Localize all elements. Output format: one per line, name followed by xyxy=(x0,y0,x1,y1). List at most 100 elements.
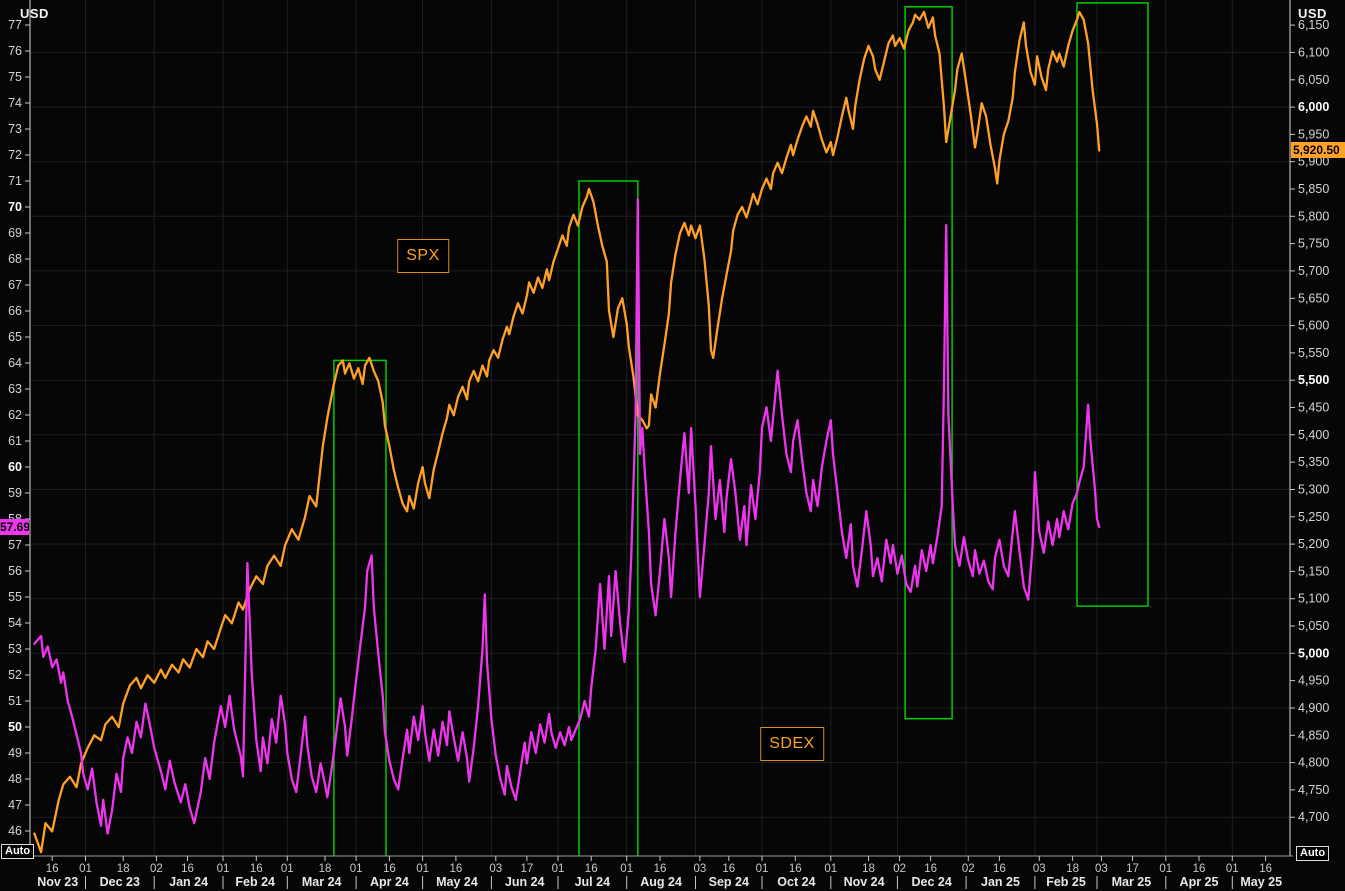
date-tick-label: 16 xyxy=(1259,863,1272,875)
date-tick-label: 16 xyxy=(654,863,667,875)
right-axis-tick-label: 5,300 xyxy=(1298,483,1329,497)
date-tick-label: 01 xyxy=(620,863,633,875)
right-axis-auto-scale-button[interactable]: Auto xyxy=(1296,846,1330,861)
left-axis-tick-label: 68 xyxy=(8,252,22,266)
left-axis-tick-label: 51 xyxy=(8,694,22,708)
right-axis-tick-label: 5,200 xyxy=(1298,537,1329,551)
right-axis-tick-label: 4,850 xyxy=(1298,728,1329,742)
date-tick-label: 01 xyxy=(217,863,230,875)
left-axis-tick-label: 72 xyxy=(8,148,22,162)
month-label: Apr 25 xyxy=(1180,875,1219,889)
left-axis-tick-label: 47 xyxy=(8,798,22,812)
left-axis-tick-label: 74 xyxy=(8,96,22,110)
left-axis-tick-label: 67 xyxy=(8,278,22,292)
month-label: May 24 xyxy=(436,875,478,889)
left-axis-tick-label: 66 xyxy=(8,304,22,318)
date-tick-label: 01 xyxy=(824,863,837,875)
right-axis-tick-label: 4,900 xyxy=(1298,701,1329,715)
month-label: Dec 24 xyxy=(912,875,952,889)
month-label: Nov 24 xyxy=(844,875,885,889)
date-tick-label: 18 xyxy=(1066,863,1079,875)
month-label: Mar 24 xyxy=(302,875,342,889)
right-axis-tick-label: 4,950 xyxy=(1298,674,1329,688)
month-label: Jul 24 xyxy=(575,875,610,889)
date-tick-label: 01 xyxy=(756,863,769,875)
left-axis-tick-label: 63 xyxy=(8,382,22,396)
sdex-last-value-label: 57.69 xyxy=(0,519,31,535)
spx-series-label[interactable]: SPX xyxy=(397,239,449,273)
date-tick-label: 16 xyxy=(250,863,263,875)
highlight-box-1[interactable] xyxy=(333,359,387,858)
sdex-series-label[interactable]: SDEX xyxy=(760,727,824,761)
right-axis-tick-label: 6,100 xyxy=(1298,45,1329,59)
month-label: Feb 25 xyxy=(1046,875,1086,889)
left-axis-tick-label: 55 xyxy=(8,590,22,604)
left-axis-tick-label: 77 xyxy=(8,18,22,32)
left-axis-tick-label: 52 xyxy=(8,668,22,682)
right-axis-tick-label: 5,450 xyxy=(1298,401,1329,415)
date-tick-label: 01 xyxy=(350,863,363,875)
date-tick-label: 01 xyxy=(416,863,429,875)
month-label: Sep 24 xyxy=(709,875,749,889)
left-axis-tick-label: 71 xyxy=(8,174,22,188)
date-tick-label: 01 xyxy=(79,863,92,875)
left-axis-tick-label: 64 xyxy=(8,356,22,370)
left-axis-auto-scale-button[interactable]: Auto xyxy=(1,844,35,859)
right-axis-tick-label: 5,650 xyxy=(1298,291,1329,305)
date-tick-label: 18 xyxy=(117,863,130,875)
date-tick-label: 03 xyxy=(1033,863,1046,875)
left-axis-tick-label: 49 xyxy=(8,746,22,760)
left-axis-tick-label: 75 xyxy=(8,70,22,84)
month-label: Jan 24 xyxy=(169,875,208,889)
left-axis-tick-label: 46 xyxy=(8,824,22,838)
date-tick-label: 16 xyxy=(383,863,396,875)
date-tick-label: 01 xyxy=(552,863,565,875)
date-tick-label: 16 xyxy=(924,863,937,875)
left-axis-tick-label: 65 xyxy=(8,330,22,344)
right-axis-tick-label: 5,700 xyxy=(1298,264,1329,278)
date-tick-label: 16 xyxy=(1193,863,1206,875)
date-tick-label: 01 xyxy=(1226,863,1239,875)
left-axis-tick-label: 53 xyxy=(8,642,22,656)
month-label: Jun 24 xyxy=(505,875,545,889)
month-label: Feb 24 xyxy=(235,875,275,889)
left-axis-tick-label: 73 xyxy=(8,122,22,136)
left-axis-tick-label: 69 xyxy=(8,226,22,240)
right-axis-tick-label: 5,950 xyxy=(1298,127,1329,141)
spx-last-value-label: 5,920.50 xyxy=(1291,142,1345,158)
date-tick-label: 02 xyxy=(893,863,906,875)
left-axis-tick-label: 76 xyxy=(8,44,22,58)
right-axis-tick-label: 5,800 xyxy=(1298,209,1329,223)
right-axis-tick-label: 5,550 xyxy=(1298,346,1329,360)
left-axis-tick-label: 48 xyxy=(8,772,22,786)
right-axis-tick-label: 5,350 xyxy=(1298,455,1329,469)
left-axis-tick-label: 50 xyxy=(8,720,22,734)
right-axis-tick-label: 6,150 xyxy=(1298,18,1329,32)
month-label: Mar 25 xyxy=(1112,875,1152,889)
highlight-box-2[interactable] xyxy=(578,180,639,858)
spx-line xyxy=(33,10,1101,854)
left-axis-tick-label: 56 xyxy=(8,564,22,578)
date-tick-label: 16 xyxy=(450,863,463,875)
date-tick-label: 16 xyxy=(46,863,59,875)
right-axis-tick-label: 5,250 xyxy=(1298,510,1329,524)
highlight-box-4[interactable] xyxy=(1076,2,1149,607)
right-axis-tick-label: 5,150 xyxy=(1298,564,1329,578)
date-tick-label: 16 xyxy=(789,863,802,875)
right-axis-tick-label: 5,050 xyxy=(1298,619,1329,633)
date-tick-label: 16 xyxy=(993,863,1006,875)
right-axis-tick-label: 4,700 xyxy=(1298,810,1329,824)
right-axis-unit-label: USD xyxy=(1298,6,1327,21)
date-tick-label: 03 xyxy=(694,863,707,875)
left-axis-unit-label: USD xyxy=(20,6,49,21)
date-tick-label: 02 xyxy=(962,863,975,875)
date-tick-label: 16 xyxy=(585,863,598,875)
right-axis-tick-label: 6,000 xyxy=(1298,100,1329,114)
right-axis-tick-label: 4,800 xyxy=(1298,756,1329,770)
highlight-box-3[interactable] xyxy=(904,6,953,720)
date-tick-label: 18 xyxy=(319,863,332,875)
left-axis-tick-label: 70 xyxy=(8,200,22,214)
month-label: May 25 xyxy=(1240,875,1282,889)
